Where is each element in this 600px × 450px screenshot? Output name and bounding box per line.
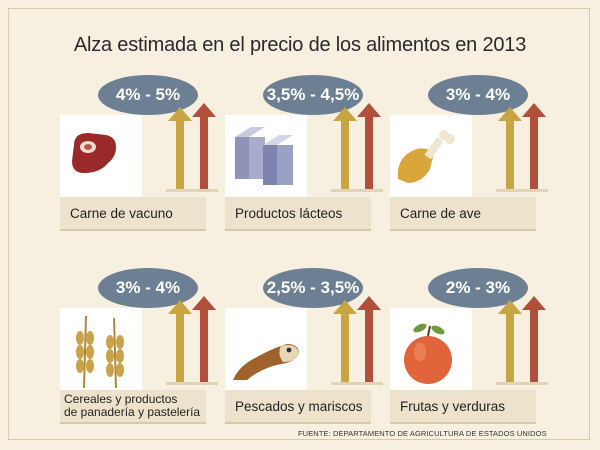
item-label: Cereales y productos de panadería y past…	[60, 390, 206, 424]
item-label: Productos lácteos	[225, 197, 371, 231]
price-increase-badge: 4% - 5%	[98, 75, 198, 115]
item-card-poultry: Carne de ave 3% - 4%	[390, 75, 570, 245]
fish-icon	[225, 308, 307, 390]
wheat-icon	[60, 308, 142, 390]
increase-arrows-icon	[496, 103, 548, 192]
price-increase-badge: 3% - 4%	[428, 75, 528, 115]
increase-arrows-icon	[166, 103, 218, 192]
increase-arrows-icon	[331, 103, 383, 192]
item-label: Frutas y verduras	[390, 390, 536, 424]
price-increase-badge: 3,5% - 4,5%	[263, 75, 363, 115]
infographic-frame	[8, 8, 590, 440]
beef-steak-icon	[60, 115, 142, 197]
page-title: Alza estimada en el precio de los alimen…	[73, 34, 527, 56]
item-card-dairy: Productos lácteos 3,5% - 4,5%	[225, 75, 405, 245]
item-label-line1: Cereales y productos	[64, 392, 178, 406]
item-label-line2: de panadería y pastelería	[64, 405, 201, 419]
poultry-drumstick-icon	[390, 115, 472, 197]
item-card-fruits: Frutas y verduras 2% - 3%	[390, 268, 570, 438]
item-label: Pescados y mariscos	[225, 390, 371, 424]
price-increase-badge: 2% - 3%	[428, 268, 528, 308]
item-label: Carne de ave	[390, 197, 536, 231]
increase-arrows-icon	[331, 296, 383, 385]
item-card-fish: Pescados y mariscos 2,5% - 3,5%	[225, 268, 405, 438]
increase-arrows-icon	[496, 296, 548, 385]
apple-icon	[390, 308, 472, 390]
increase-arrows-icon	[166, 296, 218, 385]
price-increase-badge: 2,5% - 3,5%	[263, 268, 363, 308]
dairy-cartons-icon	[225, 115, 307, 197]
price-increase-badge: 3% - 4%	[98, 268, 198, 308]
item-card-cereals: Cereales y productos de panadería y past…	[60, 268, 240, 438]
item-card-beef: Carne de vacuno 4% - 5%	[60, 75, 240, 245]
source-note: FUENTE: DEPARTAMENTO DE AGRICULTURA DE E…	[298, 429, 547, 438]
item-label: Carne de vacuno	[60, 197, 206, 231]
